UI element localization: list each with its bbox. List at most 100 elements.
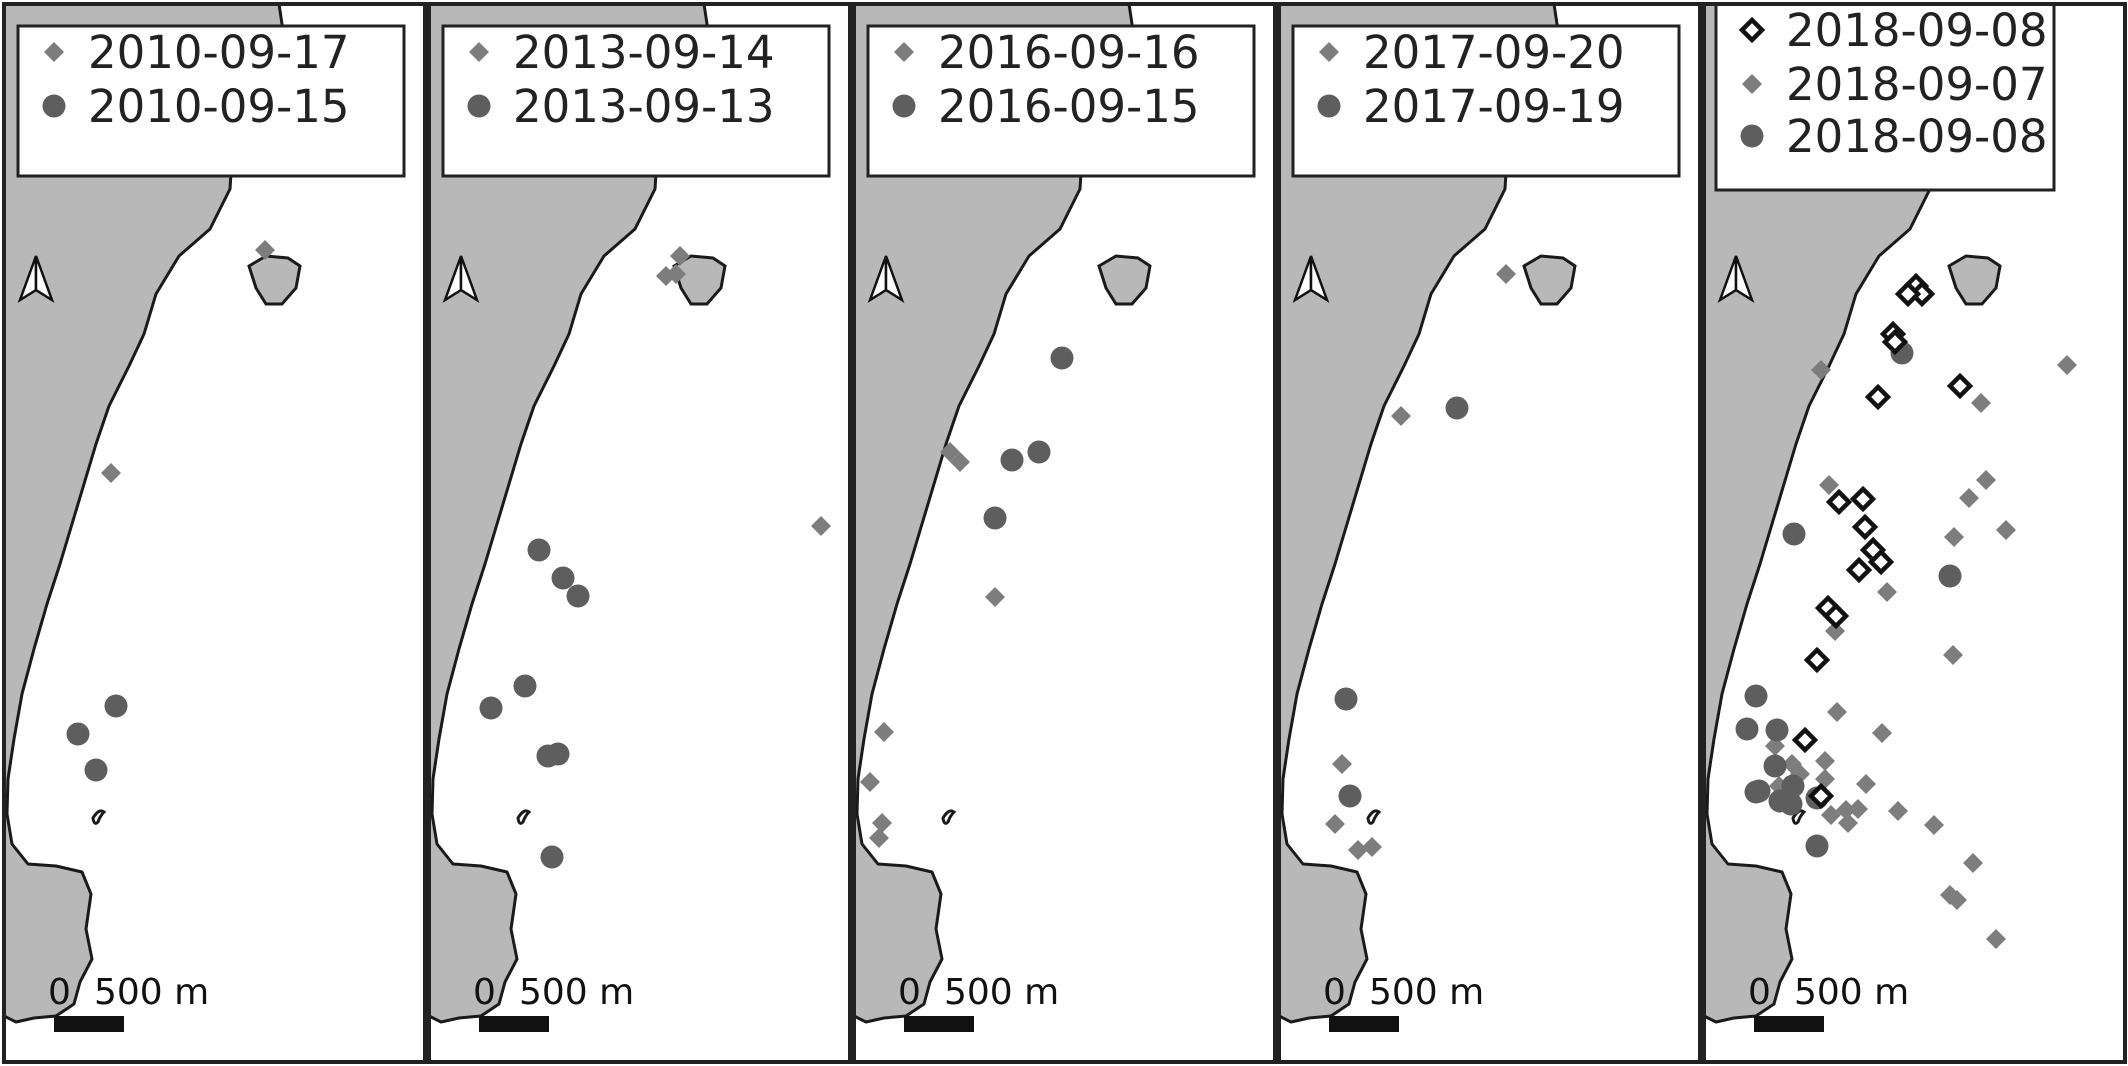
islet <box>91 809 107 825</box>
legend-label: 2013-09-13 <box>513 80 775 133</box>
observation-circle-marker <box>479 696 503 720</box>
observation-circle-marker <box>540 845 564 869</box>
observation-circle-marker <box>546 742 570 766</box>
observation-diamond-marker <box>2057 355 2077 375</box>
observation-outline-diamond-marker <box>1864 383 1892 411</box>
panel-frame <box>2 2 427 1064</box>
scale-zero-label: 0 <box>48 972 71 1013</box>
north-arrow-icon <box>1717 255 1755 303</box>
observation-diamond-marker <box>101 463 121 483</box>
observation-diamond-marker <box>811 516 831 536</box>
legend-outline-diamond-symbol <box>1738 16 1766 44</box>
observation-diamond-marker <box>1856 774 1876 794</box>
legend-circle-symbol <box>892 94 916 118</box>
scale-bar-segment <box>479 1016 549 1032</box>
observation-circle-marker <box>1744 684 1768 708</box>
observation-circle-marker <box>1938 564 1962 588</box>
observation-outline-diamond-marker <box>1881 328 1909 356</box>
panel-frame <box>852 2 1277 1064</box>
observation-diamond-marker <box>1811 360 1831 380</box>
scale-bar: 0 500 m <box>898 972 1059 1032</box>
observation-circle-marker <box>1334 687 1358 711</box>
north-arrow-icon <box>442 255 480 303</box>
legend-label: 2017-09-20 <box>1363 26 1625 79</box>
observation-circle-marker <box>1768 789 1792 813</box>
observation-diamond-marker <box>874 722 894 742</box>
observation-diamond-marker <box>1815 751 1835 771</box>
scale-zero-label: 0 <box>898 972 921 1013</box>
observation-diamond-marker <box>1819 475 1839 495</box>
observation-diamond-marker <box>1944 527 1964 547</box>
observation-outline-diamond-marker <box>1825 488 1853 516</box>
legend-circle-symbol <box>1740 124 1764 148</box>
legend-label: 2010-09-15 <box>88 80 350 133</box>
scale-distance-label: 500 m <box>94 972 209 1013</box>
observation-diamond-marker <box>1325 814 1345 834</box>
observation-diamond-marker <box>860 772 880 792</box>
observation-diamond-marker <box>1947 890 1967 910</box>
observation-circle-marker <box>983 506 1007 530</box>
island <box>1947 254 2002 306</box>
north-arrow-icon <box>1292 255 1330 303</box>
observation-outline-diamond-marker <box>1822 602 1850 630</box>
legend-label: 2016-09-15 <box>938 80 1200 133</box>
legend-label: 2018-09-07 <box>1786 58 2048 111</box>
legend-diamond-symbol <box>1742 74 1762 94</box>
legend-label: 2017-09-19 <box>1363 80 1625 133</box>
observation-diamond-marker <box>255 240 275 260</box>
observation-diamond-marker <box>1971 393 1991 413</box>
observation-diamond-marker <box>1827 702 1847 722</box>
observation-diamond-marker <box>1391 406 1411 426</box>
island <box>247 254 302 306</box>
panel-frame <box>1702 2 2127 1064</box>
scale-bar: 0 500 m <box>1323 972 1484 1032</box>
observation-diamond-marker <box>1976 470 1996 490</box>
observation-diamond-marker <box>1963 853 1983 873</box>
observation-outline-diamond-marker <box>1849 485 1877 513</box>
coastline-land <box>429 4 711 1024</box>
legend-circle-symbol <box>1317 94 1341 118</box>
scale-zero-label: 0 <box>473 972 496 1013</box>
panel-frame <box>1277 2 1702 1064</box>
legend-diamond-symbol <box>44 42 64 62</box>
observation-circle-marker <box>1445 396 1469 420</box>
observation-diamond-marker <box>1877 582 1897 602</box>
islet <box>516 809 532 825</box>
scale-bar: 0 500 m <box>1748 972 1909 1032</box>
observation-outline-diamond-marker <box>1791 726 1819 754</box>
observation-diamond-marker <box>985 587 1005 607</box>
observation-diamond-marker <box>1959 488 1979 508</box>
observation-outline-diamond-marker <box>1946 372 1974 400</box>
observation-diamond-marker <box>1888 801 1908 821</box>
observation-circle-marker <box>66 722 90 746</box>
scale-distance-label: 500 m <box>1369 972 1484 1013</box>
observation-circle-marker <box>1782 522 1806 546</box>
legend-diamond-symbol <box>1319 42 1339 62</box>
scale-bar-segment <box>904 1016 974 1032</box>
island <box>1522 254 1577 306</box>
coastline-land <box>854 4 1136 1024</box>
observation-diamond-marker <box>872 813 892 833</box>
islet <box>1366 809 1382 825</box>
legend-label: 2018-09-08 <box>1786 110 2048 163</box>
observation-circle-marker <box>104 694 128 718</box>
panel-frame <box>427 2 852 1064</box>
observation-diamond-marker <box>1782 754 1802 774</box>
scale-distance-label: 500 m <box>944 972 1059 1013</box>
observation-circle-marker <box>1805 834 1829 858</box>
coastline-land <box>1279 4 1561 1024</box>
observation-outline-diamond-marker <box>1851 513 1879 541</box>
scale-bar-segment <box>1329 1016 1399 1032</box>
north-arrow-icon <box>867 255 905 303</box>
observation-outline-diamond-marker <box>1894 280 1922 308</box>
legend-diamond-symbol <box>469 42 489 62</box>
scale-zero-label: 0 <box>1748 972 1771 1013</box>
observation-diamond-marker <box>1348 840 1368 860</box>
observation-outline-diamond-marker <box>1845 556 1873 584</box>
